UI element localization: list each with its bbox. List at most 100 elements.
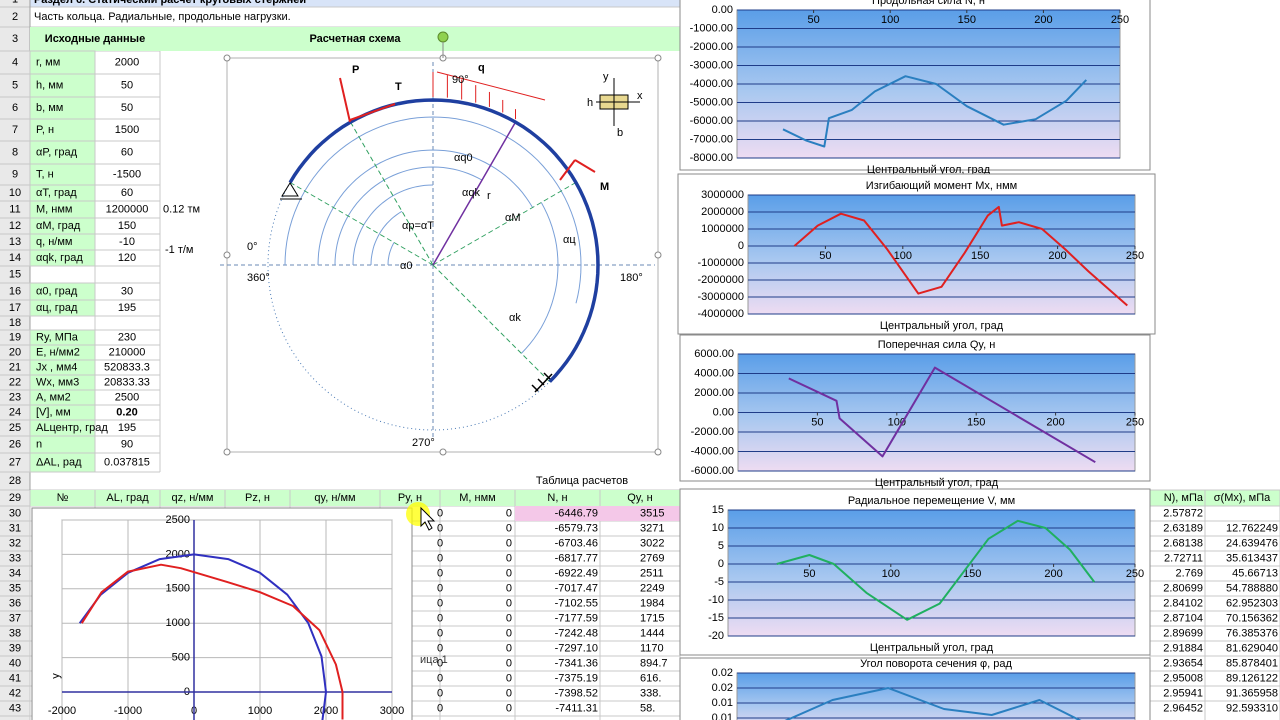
chart-title: Угол поворота сечения φ, рад bbox=[860, 658, 1012, 670]
resize-handle[interactable] bbox=[654, 251, 662, 259]
cell: 0 bbox=[437, 507, 443, 519]
row-number: 26 bbox=[9, 438, 21, 450]
cell: 12.762249 bbox=[1226, 522, 1278, 534]
active-cell bbox=[515, 506, 680, 521]
radius-line bbox=[432, 264, 551, 383]
scheme-label: αр=αT bbox=[402, 220, 434, 232]
data-line bbox=[793, 205, 1128, 307]
y-tick-label: 0.01 bbox=[712, 712, 733, 720]
y-tick-label: 0.02 bbox=[712, 667, 733, 679]
cell: 58. bbox=[640, 702, 655, 714]
cell: 0 bbox=[506, 672, 512, 684]
x-tick-label: 50 bbox=[803, 568, 815, 580]
radius-line bbox=[432, 121, 517, 266]
x-tick-label: 200 bbox=[1044, 568, 1062, 580]
cell: 2.84102 bbox=[1163, 597, 1203, 609]
rotate-handle[interactable] bbox=[437, 31, 449, 43]
cell: 2.95941 bbox=[1163, 687, 1203, 699]
cell: 81.629040 bbox=[1226, 642, 1278, 654]
row-number: 42 bbox=[9, 687, 21, 699]
cell: 0 bbox=[506, 657, 512, 669]
cell: -7411.31 bbox=[555, 702, 598, 714]
cell: 92.593310 bbox=[1226, 702, 1278, 714]
cell: 0 bbox=[437, 522, 443, 534]
y-tick-label: 4000.00 bbox=[694, 367, 734, 379]
y-tick-label: -8000.00 bbox=[690, 152, 733, 164]
resize-handle[interactable] bbox=[223, 251, 231, 259]
cell: 45.66713 bbox=[1232, 567, 1278, 579]
x-axis-label: Центральный угол, град bbox=[870, 642, 994, 654]
cell: -7102.55 bbox=[555, 597, 598, 609]
scheme-label: α0 bbox=[400, 260, 412, 272]
resize-handle[interactable] bbox=[223, 448, 231, 456]
y-tick-label: -20 bbox=[708, 630, 724, 642]
input-label: r, мм bbox=[36, 56, 60, 68]
input-value: 150 bbox=[118, 220, 136, 232]
input-label: α0, град bbox=[36, 285, 78, 297]
radius-line bbox=[289, 182, 434, 266]
input-value: -1500 bbox=[113, 168, 141, 180]
data-line bbox=[788, 366, 1096, 464]
table-header-bg bbox=[30, 490, 680, 506]
row-number: 22 bbox=[9, 376, 21, 388]
cell: 35.613437 bbox=[1226, 552, 1278, 564]
y-tick-label: 2000000 bbox=[701, 206, 744, 218]
column-header: N), мПа bbox=[1164, 492, 1204, 504]
resize-handle[interactable] bbox=[223, 54, 231, 62]
support bbox=[281, 182, 299, 197]
y-tick-label: 0.01 bbox=[712, 697, 733, 709]
cell: 2769 bbox=[640, 552, 664, 564]
y-tick-label: -3000.00 bbox=[690, 59, 733, 71]
x-tick-label: 50 bbox=[819, 250, 831, 262]
resize-handle[interactable] bbox=[654, 54, 662, 62]
cell: 3271 bbox=[640, 522, 664, 534]
radius-line bbox=[350, 121, 434, 266]
y-tick-label: 10 bbox=[712, 522, 724, 534]
input-label: αqk, град bbox=[36, 252, 83, 264]
resize-handle[interactable] bbox=[654, 448, 662, 456]
x-tick-label: 100 bbox=[881, 14, 899, 26]
cell: 70.156362 bbox=[1226, 612, 1278, 624]
input-label: Wx, мм3 bbox=[36, 376, 79, 388]
row-number: 41 bbox=[9, 672, 21, 684]
cell: 1444 bbox=[640, 627, 664, 639]
chart-title: Продольная сила N, н bbox=[872, 0, 985, 7]
ring-arc bbox=[288, 98, 600, 383]
row-number: 12 bbox=[9, 220, 21, 232]
scheme-label: αq0 bbox=[454, 152, 473, 164]
y-tick-label: 500 bbox=[172, 652, 190, 664]
input-value: 0.037815 bbox=[104, 456, 150, 468]
row-number: 34 bbox=[9, 567, 21, 579]
resize-handle[interactable] bbox=[439, 448, 447, 456]
sheet-subtitle: Часть кольца. Радиальные, продольные наг… bbox=[34, 11, 291, 23]
input-value: 230 bbox=[118, 331, 136, 343]
cell: 0 bbox=[506, 507, 512, 519]
cell: -7177.59 bbox=[555, 612, 598, 624]
plot-area bbox=[727, 509, 1136, 637]
column-header: qz, н/мм bbox=[172, 492, 214, 504]
cell: 2.68138 bbox=[1163, 537, 1203, 549]
y-tick-label: 0.00 bbox=[713, 406, 734, 418]
row-number: 21 bbox=[9, 361, 21, 373]
watermark: ица 1 bbox=[420, 654, 448, 666]
y-tick-label: 6000.00 bbox=[694, 348, 734, 360]
row-number: 36 bbox=[9, 597, 21, 609]
row-number: 16 bbox=[9, 285, 21, 297]
scheme-label: x bbox=[637, 90, 643, 102]
cell: 0 bbox=[437, 612, 443, 624]
scheme-label: M bbox=[600, 181, 609, 193]
cell: 0 bbox=[506, 522, 512, 534]
row-number: 33 bbox=[9, 552, 21, 564]
input-label: Ry, МПа bbox=[36, 331, 79, 343]
row-number: 8 bbox=[12, 146, 18, 158]
row-number: 25 bbox=[9, 422, 21, 434]
cell: 894.7 bbox=[640, 657, 668, 669]
y-tick-label: -1000.00 bbox=[690, 22, 733, 34]
angle-arc bbox=[387, 242, 395, 266]
x-tick-label: 250 bbox=[1111, 14, 1129, 26]
column-header: Py, н bbox=[398, 492, 422, 504]
y-tick-label: 15 bbox=[712, 504, 724, 516]
cell: 2.80699 bbox=[1163, 582, 1203, 594]
plot-area bbox=[747, 194, 1136, 315]
cell: -6817.77 bbox=[555, 552, 598, 564]
